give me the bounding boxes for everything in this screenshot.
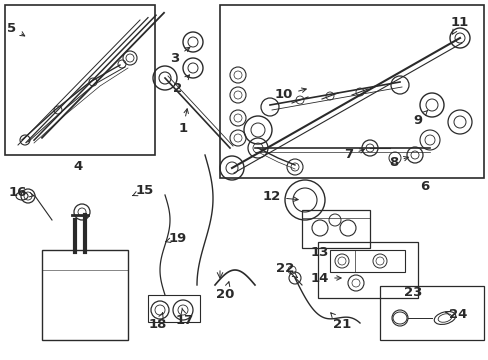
Bar [302, 210, 369, 248]
Text: 2: 2 [173, 75, 189, 94]
Text: 13: 13 [310, 246, 328, 258]
Text: 24: 24 [445, 309, 466, 321]
Text: 21: 21 [330, 313, 350, 332]
Text: 20: 20 [215, 282, 234, 302]
Text: 16: 16 [9, 185, 34, 198]
Text: 5: 5 [7, 22, 25, 36]
Text: 1: 1 [178, 109, 188, 135]
Bar [317, 242, 417, 298]
Text: 12: 12 [263, 190, 298, 203]
Text: 14: 14 [310, 271, 341, 284]
Text: 4: 4 [73, 161, 82, 174]
Text: 22: 22 [275, 261, 297, 278]
Text: 8: 8 [388, 156, 407, 168]
Bar [42, 250, 128, 340]
Text: 15: 15 [133, 184, 154, 197]
Text: 9: 9 [412, 111, 427, 126]
Text: 3: 3 [170, 47, 189, 64]
Text: 18: 18 [148, 313, 167, 332]
Text: 19: 19 [165, 231, 187, 244]
Text: 23: 23 [403, 287, 421, 300]
Bar [220, 5, 483, 178]
Text: 11: 11 [450, 15, 468, 34]
Bar [379, 286, 483, 340]
Text: 6: 6 [420, 180, 429, 194]
Bar [148, 295, 200, 322]
Bar [329, 250, 404, 272]
Text: 17: 17 [176, 308, 194, 327]
Text: 7: 7 [344, 148, 364, 162]
Bar [5, 5, 155, 155]
Text: 10: 10 [274, 88, 305, 102]
